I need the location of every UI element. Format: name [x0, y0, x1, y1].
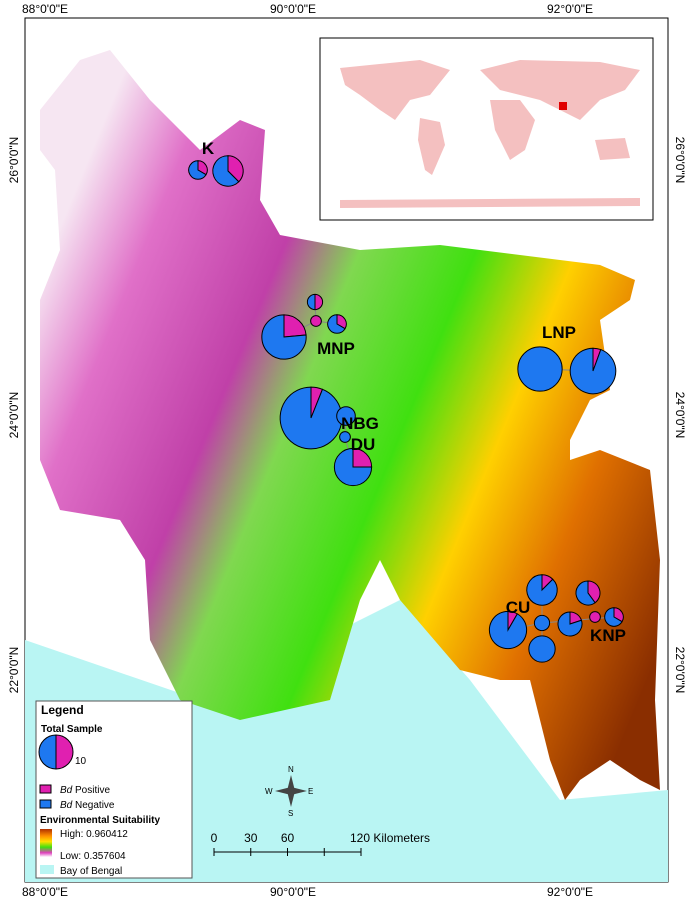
pie-slice [333, 447, 373, 487]
suitability-high: High: 0.960412 [60, 829, 128, 840]
compass-s: S [288, 809, 293, 818]
pie-slice [526, 574, 558, 606]
compass-e: E [308, 787, 313, 796]
pie-slice [212, 155, 240, 187]
pie-slice [306, 293, 316, 311]
coord-right: 24°0'0"N [673, 392, 685, 439]
scale-tick-label: 60 [281, 831, 295, 845]
bd-italic: Bd [60, 785, 73, 796]
pie-slice [261, 314, 307, 360]
coord-bottom: 90°0'0"E [270, 885, 316, 899]
coord-right: 26°0'0"N [673, 137, 685, 184]
pie-slice [327, 314, 346, 334]
scale-label: 120 Kilometers [350, 831, 430, 845]
pie-slice [188, 160, 207, 180]
site-label: MNP [317, 339, 355, 358]
total-sample-value: 10 [75, 756, 87, 767]
positive-label: Bd Positive [60, 785, 110, 796]
pie-slice [339, 431, 351, 443]
suitability-low: Low: 0.357604 [60, 851, 126, 862]
negative-text: Negative [75, 800, 115, 811]
positive-text: Positive [75, 785, 110, 796]
site-label: K [202, 139, 215, 158]
legend-title: Legend [41, 703, 84, 717]
site-label: NBG [341, 414, 379, 433]
site-label: DU [351, 435, 376, 454]
coord-left: 22°0'0"N [7, 647, 21, 694]
pie-slice [279, 386, 343, 450]
pie-slice [557, 611, 583, 637]
compass-w: W [265, 787, 273, 796]
scale-tick-label: 0 [211, 831, 218, 845]
pie-slice [569, 347, 617, 395]
site-label: KNP [590, 626, 626, 645]
pie-slice [589, 611, 601, 623]
pie-slice [310, 315, 322, 327]
coord-left: 24°0'0"N [7, 392, 21, 439]
coord-right: 22°0'0"N [673, 647, 685, 694]
negative-label: Bd Negative [60, 800, 115, 811]
pie-slice [283, 314, 307, 338]
pie-slice [528, 635, 556, 663]
coord-left: 26°0'0"N [7, 137, 21, 184]
inset-map [319, 37, 654, 221]
pie-slice [488, 610, 528, 650]
pie-slice [587, 580, 601, 604]
site-label: LNP [542, 323, 576, 342]
pie-slice [314, 293, 324, 311]
pie-slice [517, 346, 563, 392]
coord-bottom: 88°0'0"E [22, 885, 68, 899]
pie-slice [352, 447, 373, 468]
bay-label: Bay of Bengal [60, 866, 122, 877]
pie-slice [533, 614, 551, 632]
compass-n: N [288, 765, 294, 774]
scale-tick-label: 30 [244, 831, 258, 845]
coord-top: 90°0'0"E [270, 2, 316, 16]
bd-italic: Bd [60, 800, 73, 811]
coord-top: 92°0'0"E [547, 2, 593, 16]
legend: Legend Total Sample 10 Bd Positive Bd Ne… [35, 700, 193, 879]
pie-slice [575, 580, 596, 606]
pie-slice [227, 155, 244, 183]
total-sample-title: Total Sample [41, 724, 103, 735]
suitability-title: Environmental Suitability [40, 815, 160, 826]
coord-bottom: 92°0'0"E [547, 885, 593, 899]
coord-top: 88°0'0"E [22, 2, 68, 16]
site-label: CU [506, 598, 531, 617]
pie-slice [336, 406, 356, 426]
pie-slice [604, 607, 623, 627]
compass: N E S W [265, 765, 313, 818]
